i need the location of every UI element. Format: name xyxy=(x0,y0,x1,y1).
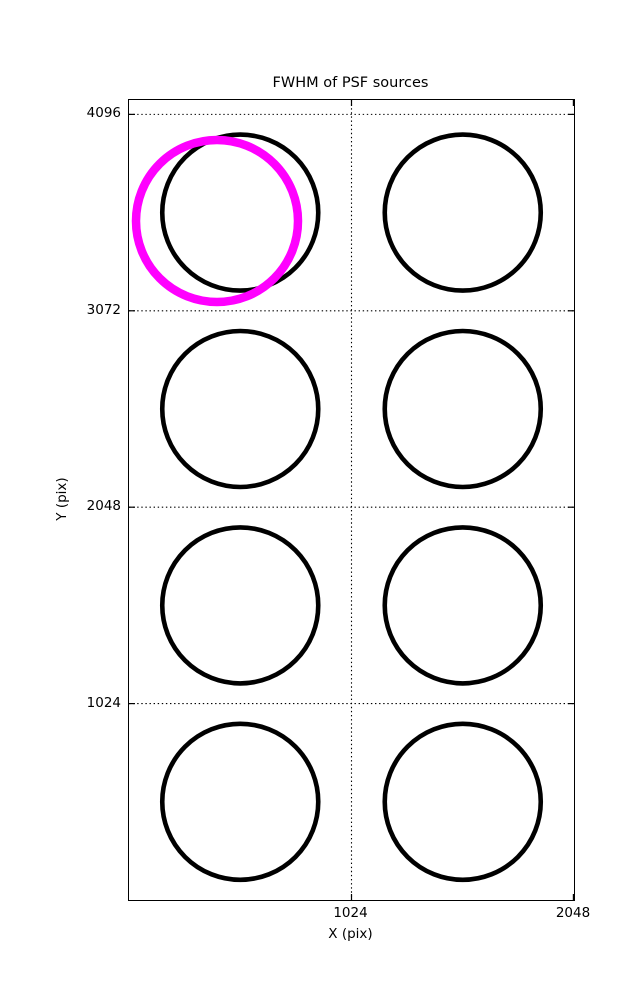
x-tick-label-2048: 2048 xyxy=(555,905,591,921)
psf-source-circles xyxy=(159,721,321,883)
y-tick-label-4096: 4096 xyxy=(86,105,121,122)
plot-canvas xyxy=(129,100,574,900)
psf-source-circles xyxy=(159,525,321,686)
y-tick-label-1024: 1024 xyxy=(86,694,121,711)
y-tick-label-2048: 2048 xyxy=(86,498,121,515)
psf-source-circles xyxy=(382,328,544,490)
y-tick-label-3072: 3072 xyxy=(86,301,121,318)
psf-source-circles xyxy=(382,525,544,686)
x-tick-label-1024: 1024 xyxy=(333,905,368,921)
chart-title: FWHM of PSF sources xyxy=(272,75,429,91)
plot-area xyxy=(128,99,575,901)
x-axis-label: X (pix) xyxy=(328,926,373,942)
highlighted-source-circle xyxy=(131,135,303,307)
psf-source-circles xyxy=(159,132,321,293)
psf-source-circles xyxy=(159,328,321,490)
psf-source-circles xyxy=(382,132,544,293)
psf-source-circles xyxy=(382,721,544,883)
